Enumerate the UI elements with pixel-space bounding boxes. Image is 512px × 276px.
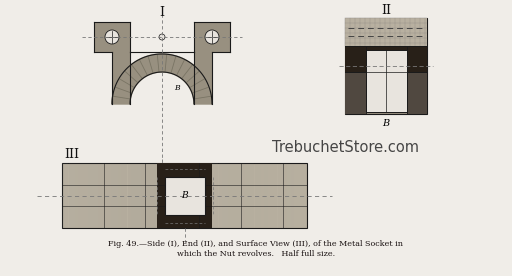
Text: II: II (381, 4, 391, 17)
Bar (294, 163, 297, 228)
Bar (72, 163, 75, 228)
Bar (287, 163, 290, 228)
Bar (124, 163, 127, 228)
Bar (219, 163, 222, 228)
Text: TrebuchetStore.com: TrebuchetStore.com (271, 140, 418, 155)
Bar (131, 163, 134, 228)
Bar (88, 163, 91, 228)
Bar (157, 163, 212, 228)
Bar (101, 163, 104, 228)
Bar (307, 163, 310, 228)
Bar (164, 176, 204, 214)
Bar (69, 163, 72, 228)
Bar (85, 163, 88, 228)
Bar (81, 163, 85, 228)
Circle shape (205, 30, 219, 44)
Bar (141, 163, 144, 228)
Bar (231, 163, 235, 228)
Bar (301, 163, 304, 228)
Bar (121, 163, 124, 228)
Circle shape (105, 30, 119, 44)
Bar (94, 22, 130, 52)
Bar (235, 163, 238, 228)
Bar (291, 163, 294, 228)
Bar (271, 163, 274, 228)
Bar (345, 18, 427, 114)
Bar (98, 163, 101, 228)
Bar (194, 52, 212, 104)
Circle shape (159, 34, 165, 40)
Bar (264, 163, 268, 228)
Bar (92, 163, 95, 228)
Bar (284, 163, 287, 228)
Bar (78, 163, 81, 228)
Bar (65, 163, 69, 228)
Bar (366, 50, 407, 112)
Bar (111, 163, 114, 228)
Bar (261, 163, 264, 228)
Bar (154, 163, 157, 228)
Bar (108, 163, 111, 228)
Bar (345, 18, 427, 46)
Bar (345, 46, 427, 72)
Bar (151, 163, 154, 228)
Bar (407, 72, 427, 114)
Bar (194, 22, 230, 52)
Bar (222, 163, 225, 228)
Bar (62, 163, 65, 228)
Text: III: III (65, 148, 79, 161)
Bar (251, 163, 254, 228)
Text: B: B (181, 191, 188, 200)
Bar (281, 163, 284, 228)
Bar (268, 163, 271, 228)
Text: B: B (174, 84, 180, 92)
Bar (278, 163, 281, 228)
Bar (144, 163, 147, 228)
Text: I: I (160, 6, 164, 18)
Bar (225, 163, 228, 228)
Bar (118, 163, 121, 228)
Bar (157, 163, 160, 228)
Bar (242, 163, 245, 228)
Bar (137, 163, 140, 228)
Text: B: B (382, 118, 390, 128)
Polygon shape (112, 54, 212, 104)
Bar (147, 163, 151, 228)
Bar (274, 163, 278, 228)
Bar (62, 163, 307, 228)
Bar (297, 163, 301, 228)
Bar (248, 163, 251, 228)
Bar (104, 163, 108, 228)
Bar (215, 163, 219, 228)
Bar (245, 163, 248, 228)
Bar (95, 163, 98, 228)
Bar (238, 163, 241, 228)
Bar (254, 163, 258, 228)
Bar (114, 163, 118, 228)
Bar (345, 72, 366, 114)
Bar (304, 163, 307, 228)
Text: Fig. 49.—Side (I), End (II), and Surface View (III), of the Metal Socket in: Fig. 49.—Side (I), End (II), and Surface… (109, 240, 403, 248)
Bar (212, 163, 215, 228)
Bar (134, 163, 137, 228)
Text: which the Nut revolves.   Half full size.: which the Nut revolves. Half full size. (177, 250, 335, 258)
Bar (228, 163, 231, 228)
Bar (112, 52, 130, 104)
Bar (127, 163, 131, 228)
Bar (75, 163, 78, 228)
Bar (258, 163, 261, 228)
